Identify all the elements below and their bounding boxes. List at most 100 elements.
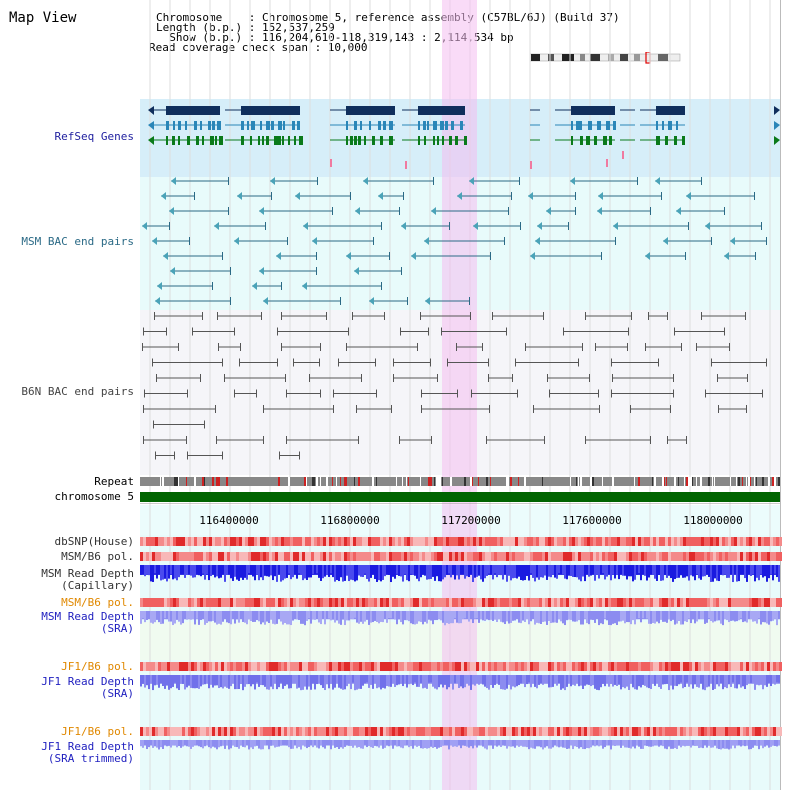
track-label-dbsnp[interactable]: dbSNP(House): [54, 535, 134, 548]
depth-bar: [232, 740, 234, 746]
depth-bar: [174, 611, 176, 624]
depth-bar: [290, 675, 292, 689]
heat-cell: [329, 552, 332, 561]
depth-bar: [494, 611, 496, 620]
bac-end: [670, 405, 671, 413]
track-label-jf1-pol[interactable]: JF1/B6 pol.: [61, 660, 134, 673]
heat-cell: [383, 598, 386, 607]
heat-cell: [407, 727, 410, 736]
heat-cell: [677, 598, 680, 607]
track-label-jf1-depth-trim[interactable]: JF1 Read Depth: [41, 740, 134, 753]
depth-bar: [200, 611, 202, 621]
depth-bar: [650, 675, 652, 690]
heat-cell: [470, 598, 473, 607]
refseq-genes-track[interactable]: [140, 99, 782, 177]
depth-bar: [454, 611, 456, 619]
depth-bar: [160, 611, 162, 625]
track-label-msm-depth-cap[interactable]: MSM Read Depth: [41, 567, 134, 580]
depth-bar: [590, 565, 592, 576]
depth-bar: [758, 611, 760, 619]
depth-bar: [724, 675, 726, 688]
depth-bar: [380, 675, 382, 690]
heat-cell: [254, 727, 257, 736]
heat-cell: [542, 662, 545, 671]
repeat-track[interactable]: [140, 476, 782, 488]
heat-cell: [713, 727, 716, 736]
depth-bar: [454, 740, 456, 747]
repeat-element: [686, 477, 688, 486]
heat-cell: [338, 537, 341, 546]
depth-bar: [576, 565, 578, 578]
track-label-b6n-bac[interactable]: B6N BAC end pairs: [21, 385, 134, 398]
track-label-repeat[interactable]: Repeat: [94, 475, 134, 488]
depth-bar: [714, 675, 716, 689]
depth-bar: [464, 565, 466, 579]
depth-bar: [694, 740, 696, 746]
heat-cell: [548, 727, 551, 736]
depth-bar: [646, 565, 648, 581]
data-tracks[interactable]: [140, 535, 782, 790]
depth-bar: [550, 565, 552, 578]
heat-cell: [587, 552, 590, 561]
heat-cell: [239, 552, 242, 561]
track-label-jf1-depth-sra[interactable]: JF1 Read Depth: [41, 675, 134, 688]
depth-bar: [440, 675, 442, 685]
b6n-bac-track[interactable]: [130, 310, 782, 476]
heat-cell: [338, 598, 341, 607]
depth-bar: [212, 565, 214, 574]
heat-cell: [365, 537, 368, 546]
heat-cell: [233, 537, 236, 546]
heat-cell: [644, 662, 647, 671]
depth-bar: [502, 740, 504, 745]
heat-cell: [614, 598, 617, 607]
depth-bar: [238, 675, 240, 690]
heat-cell: [416, 598, 419, 607]
track-label-refseq[interactable]: RefSeq Genes: [54, 130, 134, 143]
bac-end: [142, 222, 147, 230]
heat-cell: [689, 662, 692, 671]
track-label-msm-bac[interactable]: MSM BAC end pairs: [21, 235, 134, 248]
depth-bar: [468, 565, 470, 578]
heat-cell: [488, 727, 491, 736]
depth-bar: [676, 611, 678, 624]
heat-cell: [260, 662, 263, 671]
bac-end: [424, 237, 429, 245]
exon: [178, 136, 180, 145]
msm-bac-track[interactable]: [130, 176, 782, 310]
depth-bar: [338, 565, 340, 582]
track-label-msm-depth-sra[interactable]: MSM Read Depth: [41, 610, 134, 623]
heat-cell: [296, 598, 299, 607]
heat-cell: [620, 727, 623, 736]
depth-bar: [656, 611, 658, 622]
depth-bar: [152, 565, 154, 582]
heat-cell: [461, 552, 464, 561]
heat-cell: [479, 727, 482, 736]
heat-cell: [356, 552, 359, 561]
exon: [606, 121, 610, 130]
depth-bar: [424, 675, 426, 688]
track-label-chromosome[interactable]: chromosome 5: [54, 490, 134, 503]
depth-bar: [738, 675, 740, 685]
heat-cell: [713, 662, 716, 671]
heat-cell: [671, 727, 674, 736]
depth-bar: [284, 675, 286, 686]
heat-cell: [761, 537, 764, 546]
depth-bar: [424, 611, 426, 622]
depth-bar: [184, 675, 186, 690]
depth-bar: [414, 565, 416, 576]
chromosome-ideogram[interactable]: [528, 52, 686, 64]
chromosome-bar[interactable]: [140, 492, 780, 502]
heat-cell: [209, 727, 212, 736]
heat-cell: [467, 662, 470, 671]
heat-cell: [476, 662, 479, 671]
depth-bar: [774, 565, 776, 574]
track-label-jf1-pol2[interactable]: JF1/B6 pol.: [61, 725, 134, 738]
exon: [427, 121, 429, 130]
track-label-msm-pol[interactable]: MSM/B6 pol.: [61, 550, 134, 563]
heat-cell: [629, 552, 632, 561]
heat-cell: [653, 552, 656, 561]
heat-cell: [566, 537, 569, 546]
bac-end: [239, 358, 240, 367]
track-label-msm-pol2[interactable]: MSM/B6 pol.: [61, 596, 134, 609]
repeat-element: [450, 477, 452, 486]
